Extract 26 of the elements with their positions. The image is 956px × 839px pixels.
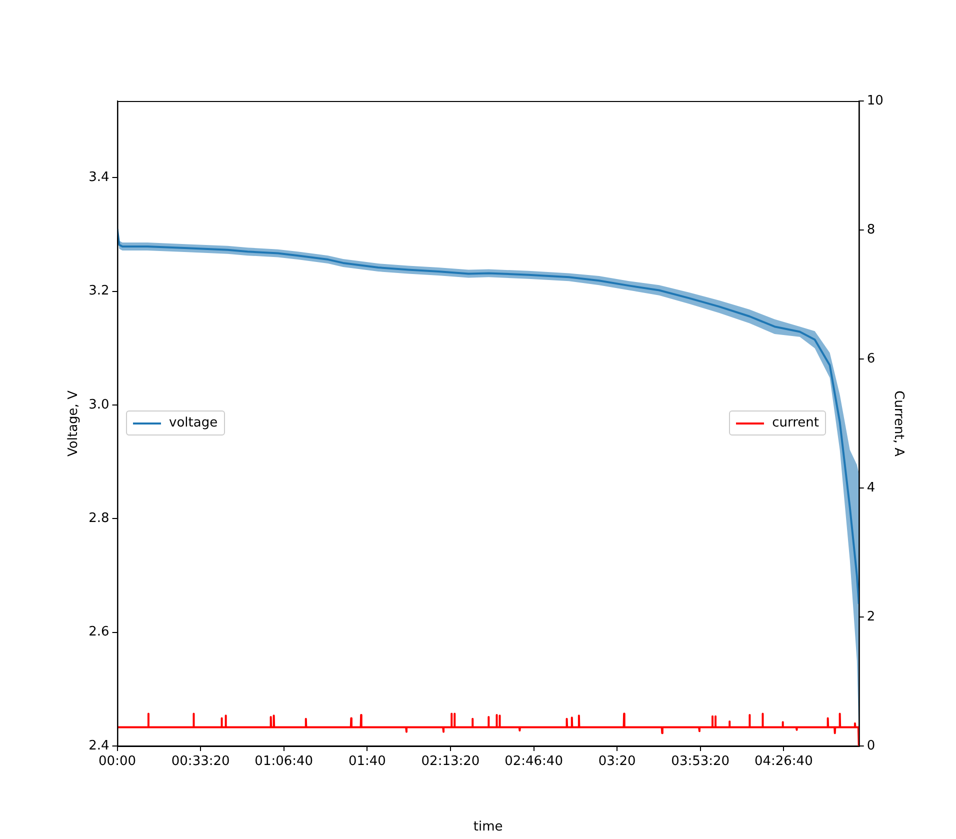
x-tick-label: 02:13:20 [421, 754, 480, 770]
y2-tick-label: 6 [866, 351, 876, 366]
y-tick-label: 3.2 [88, 284, 110, 299]
y-tick-label: 3.0 [88, 397, 110, 412]
legend-label: current [772, 416, 819, 430]
x-tick-label: 00:33:20 [171, 754, 230, 770]
y-tick-label: 2.4 [88, 738, 110, 754]
x-tick-label: 04:26:40 [754, 754, 813, 770]
x-tick-label: 01:06:40 [254, 754, 314, 770]
x-axis-title: time [473, 820, 503, 835]
y-tick-label: 3.4 [88, 170, 110, 186]
y2-tick-label: 4 [866, 480, 876, 496]
x-tick-label: 03:20 [598, 754, 636, 770]
x-tick-label: 03:53:20 [671, 754, 730, 770]
y2-tick-label: 2 [866, 609, 876, 624]
legend-label: voltage [169, 416, 218, 430]
y2-axis-title: Current, A [890, 390, 906, 457]
y2-tick-label: 10 [866, 93, 884, 108]
x-tick-label: 01:40 [348, 754, 386, 770]
y-tick-label: 2.6 [88, 624, 110, 640]
y-axis-title: Voltage, V [66, 390, 82, 456]
y-tick-label: 2.8 [88, 511, 110, 526]
y2-tick-label: 0 [866, 738, 876, 754]
x-tick-label: 00:00 [98, 754, 136, 770]
x-tick-label: 02:46:40 [504, 754, 563, 770]
y2-tick-label: 8 [866, 222, 876, 238]
